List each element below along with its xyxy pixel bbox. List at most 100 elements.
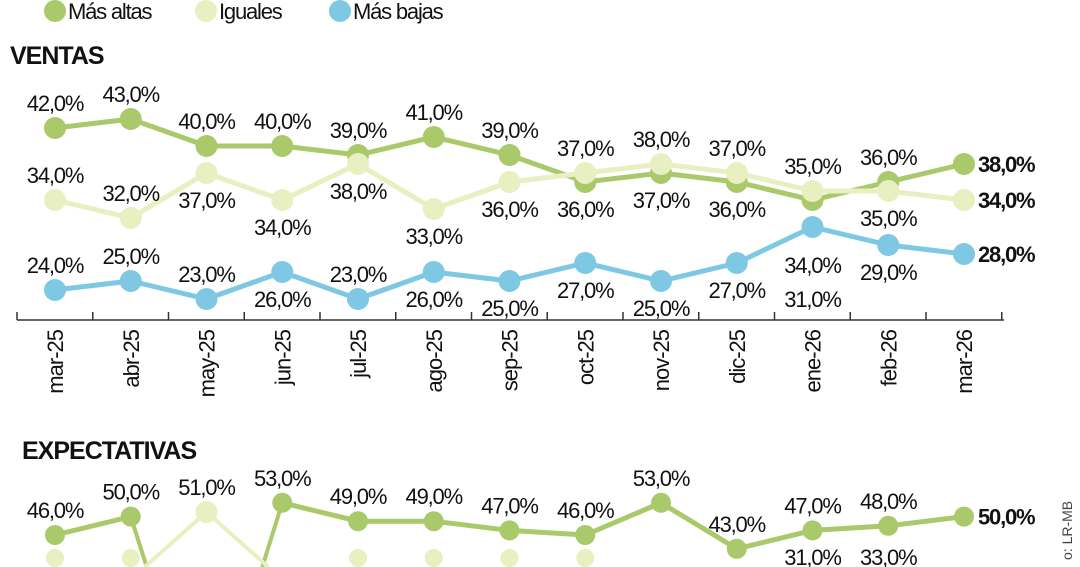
series-segment (812, 523, 889, 533)
data-point (119, 108, 142, 130)
data-point (195, 501, 218, 523)
data-point (44, 279, 66, 301)
data-label: 33,0% (860, 545, 917, 567)
data-point (650, 270, 672, 292)
series-segment (736, 527, 814, 552)
data-point (45, 525, 65, 545)
series-segment (143, 510, 208, 567)
data-label: 40,0% (254, 109, 311, 134)
x-tick-label: may-25 (195, 329, 220, 397)
data-label: 26,0% (406, 287, 463, 312)
data-point (498, 144, 521, 166)
data-label: 43,0% (103, 82, 160, 107)
x-tick-label: feb-26 (876, 329, 901, 386)
data-point (347, 288, 369, 310)
data-label: 37,0% (709, 136, 766, 161)
data-label: 46,0% (557, 498, 614, 523)
data-point (953, 243, 975, 265)
data-label: 36,0% (860, 145, 917, 170)
data-point (348, 511, 368, 532)
data-point (953, 153, 975, 175)
data-label: 47,0% (784, 493, 841, 518)
data-label: 53,0% (633, 466, 690, 491)
chart-title: VENTAS (10, 42, 104, 70)
data-label: 31,0% (784, 287, 841, 312)
data-label: 23,0% (178, 262, 235, 287)
data-point (424, 549, 443, 567)
data-label: 26,0% (254, 287, 311, 312)
data-label: 51,0% (178, 475, 235, 500)
x-tick-label: dic-25 (725, 329, 750, 384)
data-point (802, 520, 823, 541)
data-point (877, 180, 900, 202)
data-label: 50,0% (978, 505, 1035, 530)
data-point (801, 216, 824, 238)
data-label: 33,0% (406, 224, 463, 249)
data-label: 29,0% (860, 260, 917, 285)
data-point (575, 525, 596, 545)
data-point (725, 252, 748, 274)
data-point (499, 520, 520, 541)
data-label: 25,0% (633, 296, 690, 321)
x-tick-label: jul-25 (346, 329, 371, 379)
x-tick-label: nov-25 (649, 329, 674, 391)
series-segment (54, 514, 132, 538)
data-point (195, 135, 218, 157)
data-point (195, 162, 218, 184)
data-point (272, 492, 293, 513)
data-label: 47,0% (481, 493, 538, 518)
data-point (574, 162, 597, 184)
data-label: 32,0% (103, 181, 160, 206)
data-label: 36,0% (481, 197, 538, 222)
data-label: 37,0% (633, 188, 690, 213)
data-point (120, 506, 141, 527)
data-label: 48,0% (860, 489, 917, 514)
data-point (119, 270, 142, 292)
series-segment (509, 527, 586, 538)
data-point (576, 549, 595, 567)
data-point (954, 506, 974, 527)
data-point (574, 252, 597, 274)
data-point (271, 189, 294, 211)
data-label: 43,0% (709, 512, 766, 537)
data-label: 34,0% (27, 163, 84, 188)
data-label: 38,0% (633, 127, 690, 152)
data-point (44, 189, 66, 211)
legend-label: Más bajas (353, 0, 444, 24)
data-label: 34,0% (254, 215, 311, 240)
data-label: 41,0% (406, 100, 463, 125)
data-label: 53,0% (254, 466, 311, 491)
x-tick-label: mar-26 (952, 329, 977, 393)
data-point (44, 117, 66, 139)
legend-label: Iguales (219, 0, 283, 24)
legend-marker (195, 0, 217, 22)
series-segment (584, 500, 662, 538)
data-label: 25,0% (103, 244, 160, 269)
data-point (725, 162, 748, 184)
data-point (498, 270, 521, 292)
data-point (877, 234, 900, 256)
data-label: 40,0% (178, 109, 235, 134)
x-tick-label: ene-26 (801, 329, 826, 392)
x-tick-label: oct-25 (573, 329, 598, 385)
legend-label: Más altas (68, 0, 153, 24)
data-label: 38,0% (978, 152, 1035, 177)
chart-title: EXPECTATIVAS (22, 437, 196, 465)
data-point (422, 261, 445, 283)
data-point (271, 261, 294, 283)
series-segment (433, 518, 510, 533)
data-point (651, 492, 671, 513)
data-label: 39,0% (481, 118, 538, 143)
data-label: 34,0% (978, 188, 1035, 213)
data-label: 35,0% (784, 154, 841, 179)
data-label: 24,0% (27, 253, 84, 278)
data-label: 34,0% (784, 253, 841, 278)
data-point (422, 126, 445, 148)
series-segment (205, 510, 270, 567)
series-segment (659, 500, 739, 551)
data-point (46, 549, 64, 567)
source-note: o: LR-MB (1059, 501, 1075, 560)
data-label: 42,0% (27, 91, 84, 116)
data-point (121, 549, 140, 567)
